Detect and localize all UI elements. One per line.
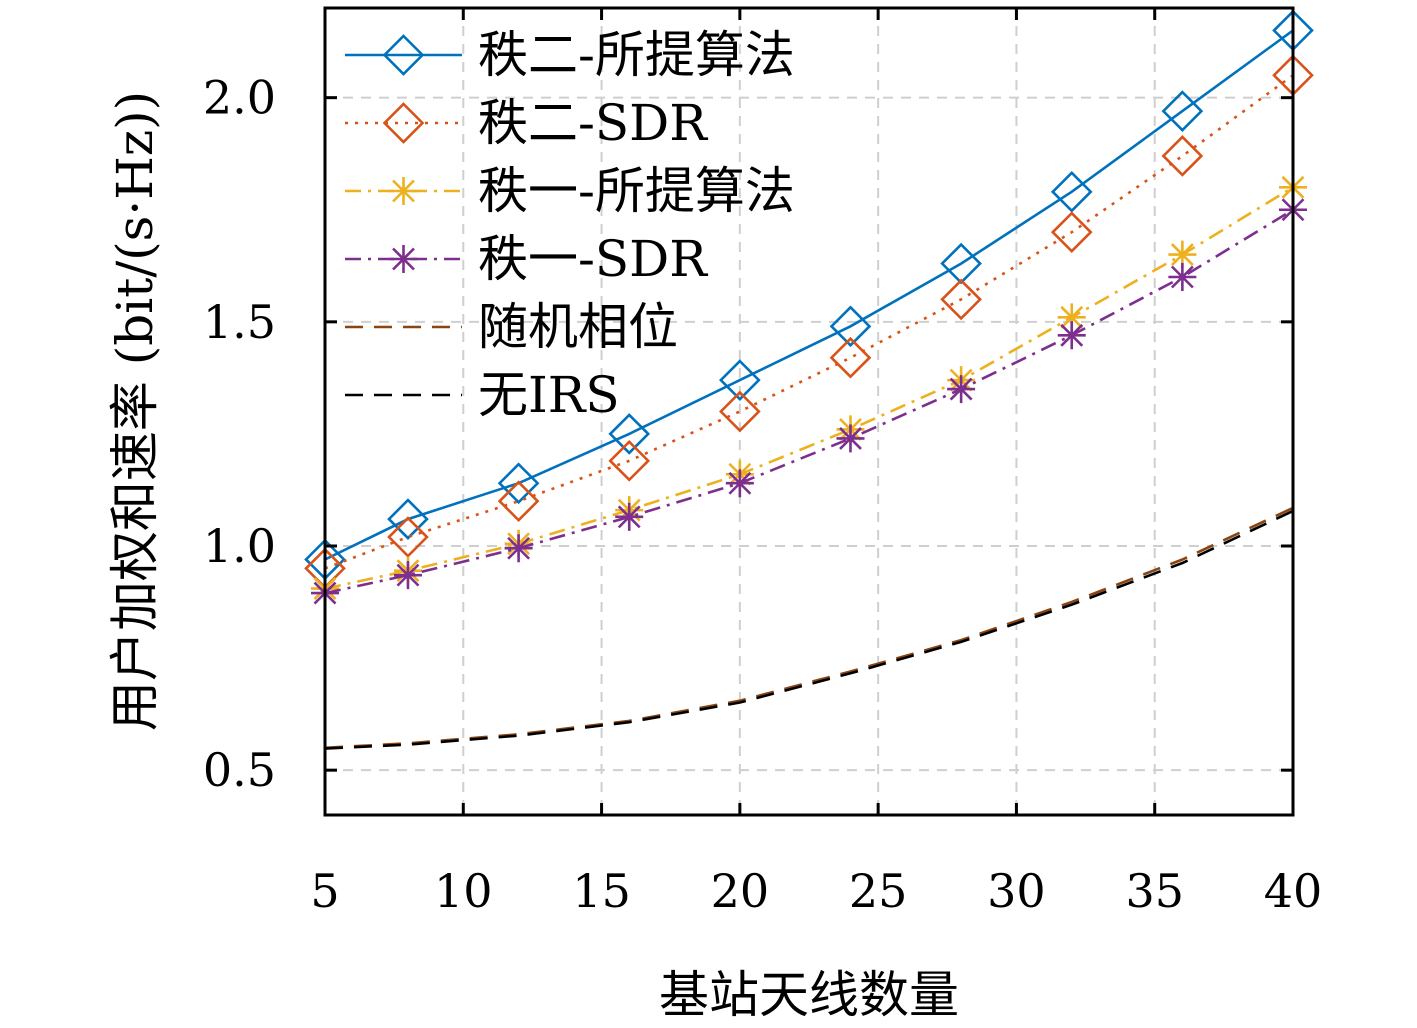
y-tick-label: 2.0 xyxy=(203,71,276,125)
x-tick-label: 15 xyxy=(572,864,631,918)
x-tick-label: 25 xyxy=(849,864,908,918)
legend-marker xyxy=(389,245,418,273)
series-line xyxy=(324,208,1294,595)
series-秩一-SDR xyxy=(311,195,1307,608)
data-point xyxy=(393,561,422,590)
x-tick-label: 30 xyxy=(987,864,1046,918)
data-point xyxy=(387,516,429,558)
legend-label: 秩一-SDR xyxy=(478,230,708,288)
x-axis-title: 基站天线数量 xyxy=(659,966,959,1024)
legend-label: 秩二-SDR xyxy=(478,94,708,152)
y-tick-label: 1.5 xyxy=(203,295,276,349)
data-point xyxy=(940,242,982,285)
data-point xyxy=(1168,240,1197,269)
series-无IRS xyxy=(324,509,1294,750)
data-point xyxy=(1057,303,1086,332)
y-tick-label: 1.0 xyxy=(203,519,276,573)
legend-marker xyxy=(382,102,425,144)
legend-label: 随机相位 xyxy=(478,298,678,356)
data-point xyxy=(608,413,651,455)
data-point xyxy=(608,439,651,482)
series-line xyxy=(324,29,1294,561)
x-tick-label: 35 xyxy=(1125,864,1184,918)
series-秩一-所提算法 xyxy=(311,173,1307,603)
plot-frame xyxy=(323,6,1295,817)
data-point xyxy=(719,390,761,433)
series-line xyxy=(324,186,1294,590)
x-tick-label: 40 xyxy=(1264,864,1323,918)
legend-entry: 秩一-SDR xyxy=(345,230,708,288)
grid xyxy=(325,8,1293,815)
data-point xyxy=(1050,170,1093,213)
legend-entry: 秩二-所提算法 xyxy=(345,26,795,84)
legend-marker xyxy=(382,34,425,76)
series-line xyxy=(324,509,1294,750)
series-随机相位 xyxy=(324,506,1294,750)
data-point xyxy=(497,462,540,505)
legend-label: 秩一-所提算法 xyxy=(478,162,795,220)
series-秩二-所提算法 xyxy=(304,9,1314,581)
series-layer xyxy=(304,9,1314,750)
data-point xyxy=(1168,263,1197,291)
data-point xyxy=(947,375,976,404)
series-line xyxy=(324,506,1294,750)
legend-entry: 秩二-SDR xyxy=(345,94,708,152)
data-point xyxy=(836,424,865,453)
x-tick-label: 10 xyxy=(434,864,493,918)
y-axis-title: 用户加权和速率 (bit/(s·Hz)) xyxy=(106,91,164,731)
legend-entry: 无IRS xyxy=(345,366,620,424)
data-point xyxy=(497,480,540,523)
data-point xyxy=(829,336,872,379)
data-point xyxy=(940,278,982,321)
x-tick-label: 5 xyxy=(310,864,339,918)
y-tick-label: 0.5 xyxy=(203,743,276,797)
legend-entry: 随机相位 xyxy=(345,298,678,356)
data-point xyxy=(504,534,533,563)
legend-label: 无IRS xyxy=(478,366,620,424)
data-point xyxy=(719,359,761,401)
data-point xyxy=(615,502,644,531)
data-point xyxy=(725,469,754,498)
x-tick-label: 20 xyxy=(711,864,770,918)
data-point xyxy=(1050,211,1093,254)
legend-entry: 秩一-所提算法 xyxy=(345,162,795,220)
data-point xyxy=(387,498,429,540)
data-point xyxy=(1161,135,1204,177)
axis-ticks: 5 10 15 20 25 30 35 40 0.5 1.0 1.5 2.0 xyxy=(203,8,1322,918)
legend-marker xyxy=(389,177,418,205)
data-point xyxy=(1057,321,1086,350)
data-point xyxy=(1161,90,1204,132)
data-point xyxy=(829,305,872,348)
legend-label: 秩二-所提算法 xyxy=(478,26,795,84)
